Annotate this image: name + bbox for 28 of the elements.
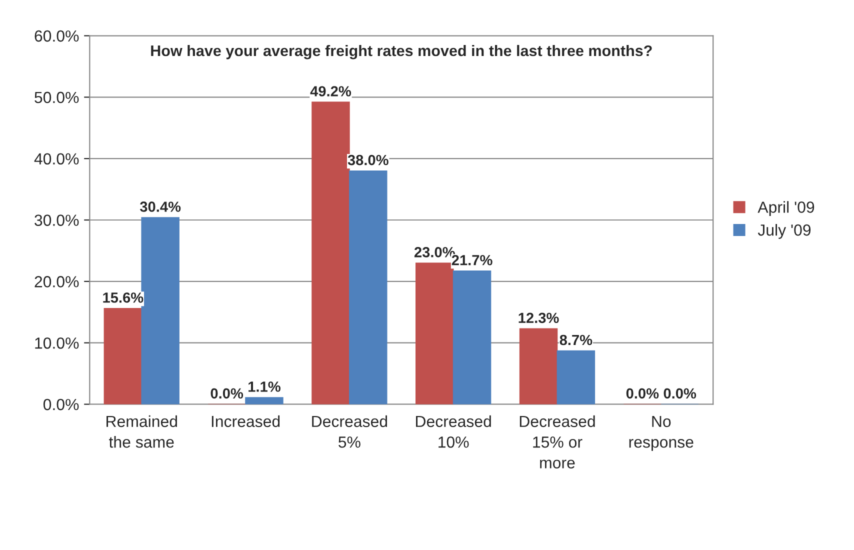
data-label: 1.1% [248,382,280,392]
x-tick-label: Decreased 10% [416,415,491,448]
x-tick-label: No response [629,416,694,451]
data-label: 30.4% [140,202,181,212]
data-label: 0.0% [210,388,244,399]
y-tick-label: 10.0% [35,337,79,349]
y-tick-label: 50.0% [34,92,79,104]
x-tick-label: Decreased 15% or more [520,415,595,468]
data-label: 38.0% [348,154,388,166]
data-label: 0.0% [626,388,659,399]
text: How have your average freight rates moved in the last three months? [151,44,652,60]
data-label: 0.0% [664,388,696,399]
legend-label: July '09 [758,224,811,239]
x-tick-label: Remained the same [106,415,177,448]
y-tick-label: 30.0% [34,214,79,226]
y-tick-label: 0.0% [43,398,79,410]
data-label: 23.0% [414,247,455,258]
data-label: 8.7% [560,334,592,346]
data-label: 49.2% [310,86,352,96]
data-label: 12.3% [518,312,559,324]
y-tick-label: 40.0% [34,153,79,165]
data-label: 15.6% [103,292,144,303]
data-label: 21.7% [452,254,492,266]
x-tick-label: Decreased 5% [312,415,388,448]
legend-label: April '09 [758,201,814,216]
x-tick-label: Increased [212,415,280,428]
y-tick-label: 20.0% [34,276,79,288]
y-tick-label: 60.0% [34,30,79,42]
